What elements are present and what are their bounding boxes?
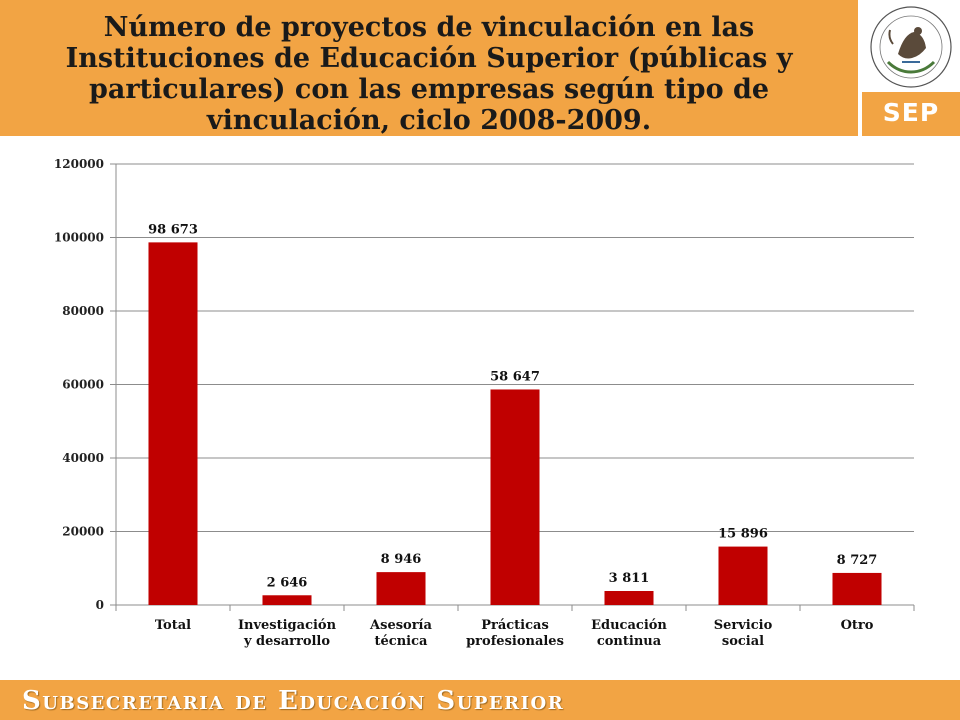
- data-label: 98 673: [148, 222, 198, 237]
- data-label: 3 811: [609, 571, 650, 586]
- bar-chart: 0 20000 40000 60000 80000 100000 120000 98 673 T…: [54, 157, 915, 649]
- category-label: Prácticas profesionales: [466, 618, 564, 649]
- category-label: Otro: [841, 618, 874, 633]
- bar: [262, 595, 312, 605]
- y-tick-label: 40000: [62, 451, 104, 465]
- footer-text: Subsecretaria de Educación Superior: [22, 686, 565, 716]
- data-label: 15 896: [718, 527, 768, 542]
- data-label: 58 647: [490, 369, 540, 384]
- page-title: Número de proyectos de vinculación en la…: [65, 12, 793, 136]
- y-tick-label: 120000: [54, 157, 104, 171]
- category-label: Servicio social: [714, 618, 773, 649]
- category-label: Asesoría técnica: [369, 618, 432, 649]
- sep-logo: SEP: [862, 92, 960, 136]
- category-label: Total: [155, 618, 191, 633]
- category-label: Investigación y desarrollo: [238, 618, 337, 649]
- logo-area: SEP: [862, 0, 960, 136]
- y-tick-label: 100000: [54, 231, 104, 245]
- y-tick-label: 20000: [62, 525, 104, 539]
- bar: [490, 389, 540, 605]
- y-tick-label: 60000: [62, 378, 104, 392]
- data-label: 8 946: [381, 552, 422, 567]
- category-label: Educación continua: [591, 618, 667, 649]
- sep-logo-text: SEP: [882, 98, 940, 127]
- data-label: 2 646: [267, 575, 308, 590]
- bar: [604, 590, 654, 605]
- y-tick-label: 80000: [62, 304, 104, 318]
- bar: [376, 572, 426, 605]
- bar: [832, 572, 882, 605]
- bar: [718, 546, 768, 605]
- y-tick-label: 0: [96, 598, 104, 612]
- header-band: Número de proyectos de vinculación en la…: [0, 0, 858, 136]
- bar: [148, 242, 198, 606]
- footer-band: Subsecretaria de Educación Superior: [0, 680, 960, 720]
- national-seal-icon: [870, 6, 952, 88]
- data-label: 8 727: [837, 553, 878, 568]
